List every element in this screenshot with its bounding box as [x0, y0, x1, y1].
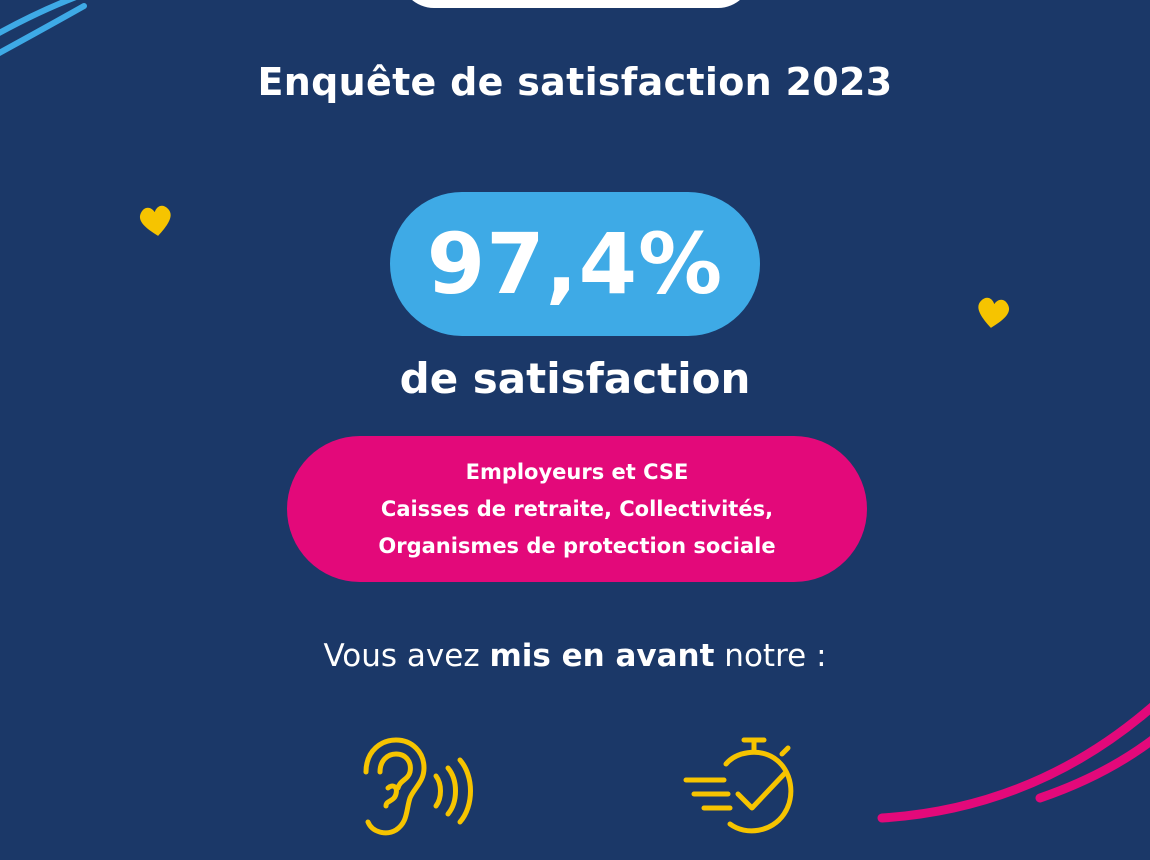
audience-line-3: Organismes de protection sociale	[378, 533, 776, 558]
audience-badge: Employeurs et CSE Caisses de retraite, C…	[287, 436, 867, 582]
audience-line-1: Employeurs et CSE	[465, 459, 689, 484]
stopwatch-check-icon	[683, 737, 794, 834]
audience-line-2: Caisses de retraite, Collectivités,	[380, 496, 774, 521]
satisfaction-score-badge: 97,4%	[390, 192, 760, 336]
logo-pill	[400, 0, 752, 8]
satisfaction-score: 97,4%	[426, 215, 724, 313]
heart-icon	[978, 297, 1010, 328]
intro-text-after: notre :	[714, 638, 827, 674]
ear-listening-icon	[363, 737, 473, 836]
intro-text-before: Vous avez	[323, 638, 490, 674]
highlight-intro: Vous avez mis en avant notre :	[0, 638, 1150, 674]
page-title: Enquête de satisfaction 2023	[257, 60, 893, 104]
satisfaction-label: de satisfaction	[399, 354, 751, 403]
pink-swoosh-decoration	[877, 702, 1150, 823]
heart-icon	[139, 205, 171, 236]
blue-swoosh-decoration	[0, 0, 87, 56]
intro-text-bold: mis en avant	[489, 638, 715, 674]
